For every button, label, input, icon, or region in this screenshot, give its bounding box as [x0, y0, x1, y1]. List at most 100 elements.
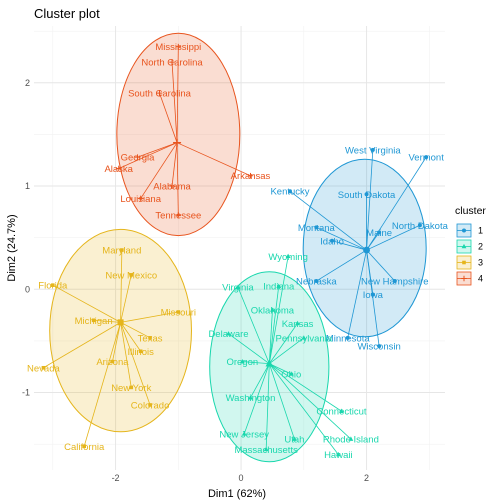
- data-point: [330, 238, 335, 243]
- cluster-1-centroid: [363, 246, 370, 254]
- cluster-2-segment: [268, 363, 295, 440]
- data-point: [263, 446, 269, 452]
- centroid-triangle: [265, 359, 274, 367]
- point-label: Maine: [366, 228, 392, 239]
- data-point: [134, 154, 141, 160]
- plot-area: -2 0 2 -1 0 1 2 West Virginia Vermont Kentucky Sou…: [22, 26, 449, 483]
- point-label: Utah: [284, 435, 304, 446]
- data-point: [247, 172, 254, 179]
- data-point: [339, 408, 344, 413]
- point-label: Florida: [38, 281, 68, 292]
- legend-marker: [461, 243, 467, 249]
- cluster-3-segment: [93, 319, 121, 323]
- chart-title: Cluster plot: [34, 6, 100, 21]
- cluster-4-segment: [171, 142, 178, 187]
- point-label: Pennsylvania: [276, 333, 333, 344]
- cluster-2-segment: [268, 309, 273, 364]
- data-point: [239, 358, 245, 364]
- cluster-1-segment: [347, 249, 367, 338]
- data-point: [345, 335, 350, 340]
- data-point: [175, 43, 182, 50]
- cluster-1-segment: [366, 156, 427, 251]
- point-label: Virginia: [222, 283, 254, 294]
- point-label: Delaware: [208, 329, 248, 340]
- legend-marker: [462, 228, 466, 233]
- data-point: [110, 359, 115, 364]
- point-label: Massachusetts: [234, 445, 298, 456]
- data-point: [175, 212, 182, 218]
- data-point: [335, 451, 341, 457]
- x-tick-label: 2: [364, 473, 369, 483]
- point-label: Louisiana: [120, 194, 161, 205]
- cluster-3-segment: [120, 322, 151, 406]
- point-label: Ohio: [281, 369, 301, 380]
- cluster-3-segment: [120, 322, 132, 388]
- data-point: [314, 279, 319, 284]
- y-tick-label: -1: [22, 388, 30, 398]
- point-label: Georgia: [121, 153, 156, 164]
- data-point: [169, 59, 175, 65]
- point-label: Oklahoma: [251, 305, 295, 316]
- cluster-4-centroid: [173, 138, 182, 147]
- cluster-2-segment: [269, 363, 352, 440]
- point-label: Alabama: [153, 182, 191, 193]
- point-label: Oregon: [226, 357, 258, 368]
- point-label: West Virginia: [345, 145, 401, 156]
- point-label: Texas: [138, 333, 163, 344]
- cluster-4-segment: [171, 62, 178, 143]
- legend-title: cluster: [455, 205, 486, 217]
- data-point: [276, 283, 282, 289]
- cluster-1-segment: [366, 249, 396, 282]
- point-label: Idaho: [320, 236, 344, 247]
- data-point: [156, 90, 163, 96]
- data-point: [292, 436, 297, 441]
- data-point: [348, 436, 354, 441]
- data-point: [314, 225, 319, 230]
- data-point: [248, 395, 253, 400]
- cluster-4-segment: [140, 142, 178, 199]
- data-point: [288, 371, 294, 376]
- point-label: Colorado: [131, 400, 170, 411]
- legend-label-3: 3: [478, 258, 483, 268]
- cluster-2-segment: [269, 337, 305, 364]
- data-point: [295, 320, 300, 326]
- data-point: [377, 230, 382, 235]
- cluster-1-segment: [289, 190, 367, 251]
- cluster-2-segment: [243, 363, 270, 434]
- point-label: Washington: [226, 393, 276, 404]
- data-point: [176, 310, 181, 314]
- x-axis-label: Dim1 (62%): [208, 488, 266, 500]
- y-tick-label: 0: [25, 284, 30, 294]
- data-point: [392, 279, 397, 284]
- data-point: [288, 189, 293, 194]
- x-tick-label: -2: [112, 473, 120, 483]
- data-point: [138, 349, 143, 354]
- data-point: [115, 165, 122, 172]
- cluster-1-segment: [366, 250, 380, 347]
- cluster-3-segment: [43, 321, 121, 369]
- point-label: New Mexico: [105, 270, 157, 281]
- cluster-4-segment: [176, 142, 251, 177]
- cluster-1-segment: [331, 240, 367, 251]
- point-label: Missouri: [161, 308, 196, 319]
- point-label: Illinois: [127, 347, 154, 358]
- cluster-2-segment: [250, 363, 270, 398]
- point-label: Nebraska: [296, 277, 337, 288]
- data-point: [370, 292, 375, 297]
- point-label: Mississippi: [155, 42, 201, 53]
- y-tick-label: 1: [25, 181, 30, 191]
- point-label: Tennessee: [155, 210, 201, 221]
- legend-marker: [461, 275, 467, 282]
- point-label: Connecticut: [316, 407, 367, 418]
- point-label: North Carolina: [141, 58, 203, 69]
- point-label: Arizona: [96, 357, 129, 368]
- cluster-2-segment: [265, 363, 270, 450]
- point-label: New Jersey: [219, 429, 269, 440]
- point-label: Arkansas: [231, 171, 271, 182]
- legend-label-1: 1: [478, 226, 483, 236]
- cluster-1-segment: [366, 232, 380, 251]
- cluster-1-segment: [366, 224, 421, 251]
- data-point: [370, 147, 375, 152]
- data-point: [241, 431, 247, 436]
- point-label: Alaska: [104, 164, 133, 175]
